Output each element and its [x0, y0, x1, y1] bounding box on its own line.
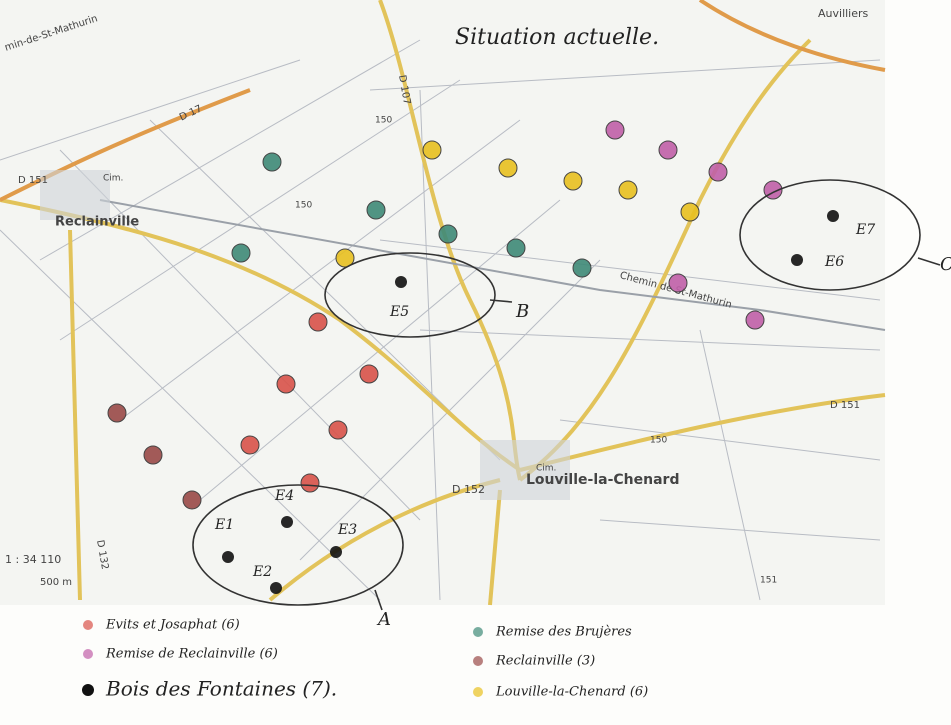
legend-swatch	[82, 684, 94, 696]
zone-outlines	[192, 179, 941, 611]
site-marker: E3	[337, 522, 357, 538]
site-dot	[328, 420, 348, 440]
site-dot	[668, 273, 688, 293]
site-marker: E7	[855, 222, 875, 238]
site-dot	[330, 546, 342, 558]
zone-label: C	[940, 254, 951, 275]
map-label: D 152	[452, 483, 485, 496]
site-dot	[708, 162, 728, 182]
site-dot	[143, 445, 163, 465]
site-dot	[182, 490, 202, 510]
map-label: D 132	[94, 539, 110, 570]
site-dot	[231, 243, 251, 263]
zone-label: B	[515, 301, 529, 322]
site-dot	[276, 374, 296, 394]
map-label: Auvilliers	[818, 7, 869, 20]
map-label: 500 m	[40, 577, 72, 588]
site-marker: E2	[252, 564, 272, 580]
site-dot	[827, 210, 839, 222]
site-dot	[438, 224, 458, 244]
main-road	[0, 0, 886, 202]
map-area	[0, 0, 885, 605]
site-dot	[658, 140, 678, 160]
legend-swatch	[473, 687, 483, 697]
map-label: Louville-la-Chenard	[526, 472, 679, 488]
site-dot	[222, 551, 234, 563]
site-dot	[240, 435, 260, 455]
site-dot	[680, 202, 700, 222]
site-dot	[563, 171, 583, 191]
site-dot	[262, 152, 282, 172]
site-dot	[395, 276, 407, 288]
site-marker: E6	[824, 254, 844, 270]
map-label: D 107	[396, 74, 412, 105]
field-lines	[0, 39, 881, 601]
legend-label: Remise de Reclainville (6)	[105, 647, 278, 662]
site-dot	[300, 473, 320, 493]
site-dot	[359, 364, 379, 384]
site-dot	[366, 200, 386, 220]
site-dot	[422, 140, 442, 160]
site-dot	[618, 180, 638, 200]
map-label: 1 : 34 110	[5, 553, 61, 566]
legend-swatch	[83, 620, 93, 630]
legend-label: Remise des Brujères	[495, 625, 632, 640]
site-dot	[107, 403, 127, 423]
map-label: Reclainville	[55, 215, 139, 230]
zone-label: A	[376, 609, 391, 630]
map-label: 150	[650, 436, 667, 446]
site-dot	[270, 582, 282, 594]
legend-swatch	[83, 649, 93, 659]
map-label: Cim.	[536, 464, 556, 474]
map-label: 150	[295, 201, 312, 211]
site-dot	[498, 158, 518, 178]
site-dot	[605, 120, 625, 140]
site-marker: E5	[389, 304, 409, 320]
legend-label: Evits et Josaphat (6)	[105, 618, 240, 633]
site-dot	[572, 258, 592, 278]
legend-label: Reclainville (3)	[495, 654, 595, 669]
chemin	[99, 199, 886, 331]
site-marker: E4	[274, 488, 294, 504]
roads	[0, 0, 886, 606]
map-label: 150	[375, 116, 392, 126]
town-reclainville	[40, 170, 110, 220]
town-louville	[480, 440, 570, 500]
legend-label: Bois des Fontaines (7).	[105, 677, 337, 701]
site-dot	[308, 312, 328, 332]
map-label: Cim.	[103, 174, 123, 184]
map-label: D 151	[18, 175, 48, 186]
site-dot	[791, 254, 803, 266]
legend-swatch	[473, 627, 483, 637]
site-marker: E1	[214, 517, 234, 533]
map-label: 151	[760, 576, 777, 586]
map-title: Situation actuelle.	[455, 25, 659, 50]
legend-swatch	[473, 656, 483, 666]
legend-label: Louville-la-Chenard (6)	[495, 685, 648, 700]
site-dot	[745, 310, 765, 330]
site-dot	[281, 516, 293, 528]
site-dot	[506, 238, 526, 258]
map-label: D 151	[830, 400, 860, 411]
